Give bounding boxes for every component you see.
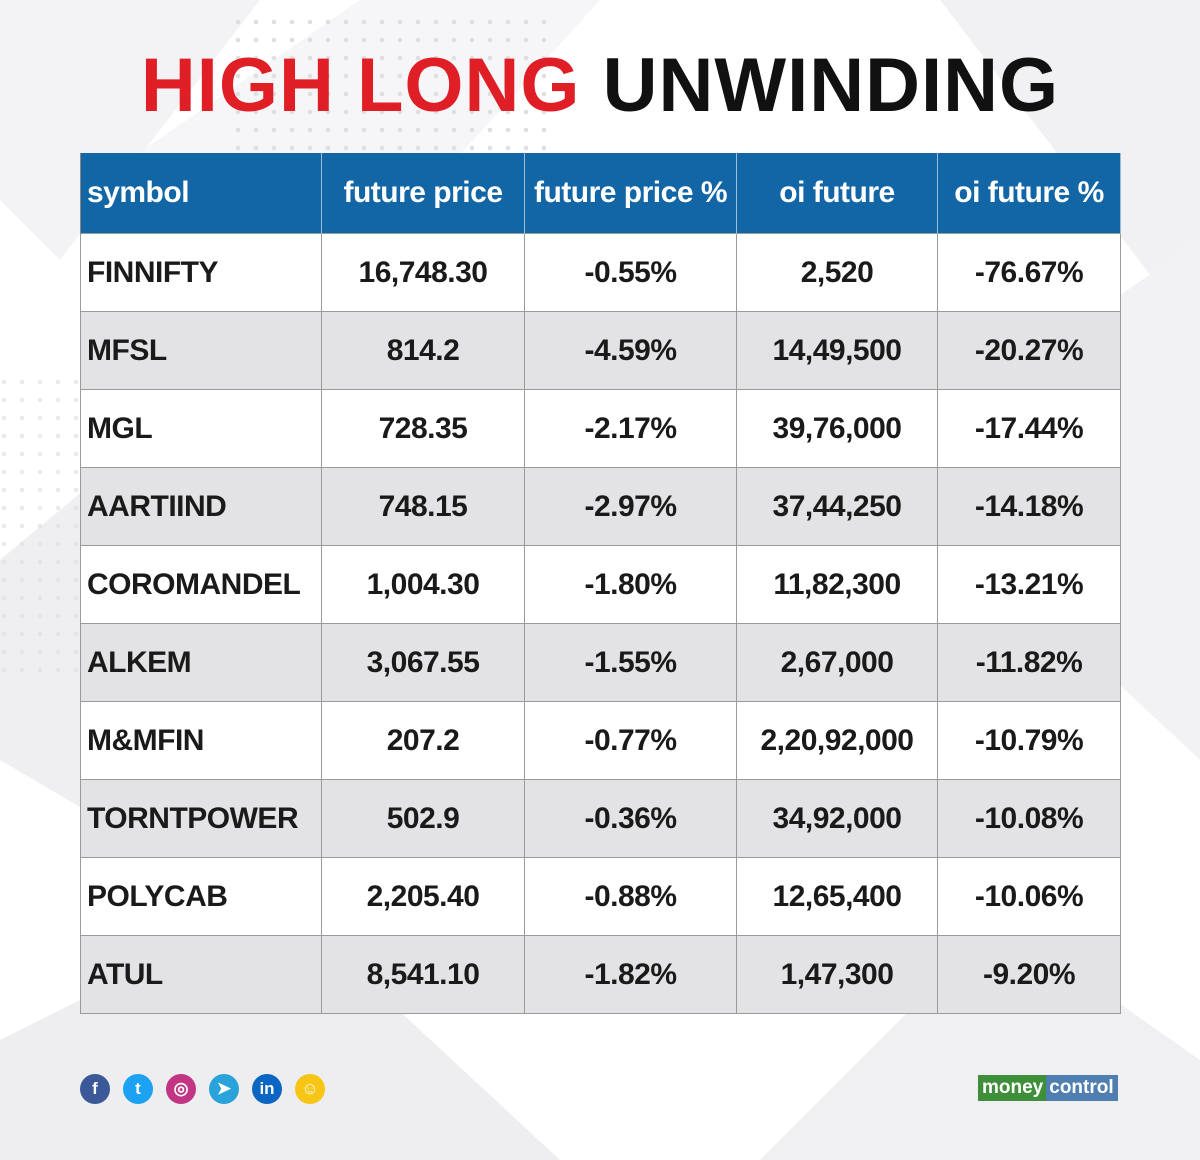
value-cell: 2,20,92,000	[736, 701, 938, 780]
table-row: ATUL 8,541.10 -1.82% 1,47,300 -9.20%	[80, 935, 1121, 1014]
symbol-cell: ALKEM	[80, 623, 322, 702]
value-cell: -1.80%	[524, 545, 737, 624]
value-cell: 1,47,300	[736, 935, 938, 1014]
telegram-icon[interactable]: ➤	[209, 1074, 239, 1104]
value-cell: -9.20%	[937, 935, 1121, 1014]
symbol-cell: POLYCAB	[80, 857, 322, 936]
column-header: future price %	[524, 153, 737, 234]
value-cell: 2,520	[736, 233, 938, 312]
symbol-cell: AARTIIND	[80, 467, 322, 546]
value-cell: 2,67,000	[736, 623, 938, 702]
moneycontrol-logo: money control	[978, 1075, 1118, 1101]
value-cell: 37,44,250	[736, 467, 938, 546]
value-cell: 2,205.40	[321, 857, 525, 936]
koo-icon[interactable]: ☺	[295, 1074, 325, 1104]
value-cell: -4.59%	[524, 311, 737, 390]
logo-part-money: money	[978, 1075, 1047, 1101]
value-cell: -1.55%	[524, 623, 737, 702]
table-row: POLYCAB 2,205.40 -0.88% 12,65,400 -10.06%	[80, 857, 1121, 936]
value-cell: -0.77%	[524, 701, 737, 780]
symbol-cell: M&MFIN	[80, 701, 322, 780]
value-cell: -10.06%	[937, 857, 1121, 936]
value-cell: -13.21%	[937, 545, 1121, 624]
value-cell: 16,748.30	[321, 233, 525, 312]
header-row: symbol future price future price % oi futur…	[80, 153, 1121, 234]
value-cell: -2.97%	[524, 467, 737, 546]
value-cell: -2.17%	[524, 389, 737, 468]
symbol-cell: TORNTPOWER	[80, 779, 322, 858]
facebook-icon[interactable]: f	[80, 1074, 110, 1104]
linkedin-icon[interactable]: in	[252, 1074, 282, 1104]
value-cell: -10.08%	[937, 779, 1121, 858]
table-row: ALKEM 3,067.55 -1.55% 2,67,000 -11.82%	[80, 623, 1121, 702]
value-cell: 502.9	[321, 779, 525, 858]
instagram-icon[interactable]: ◎	[166, 1074, 196, 1104]
value-cell: 12,65,400	[736, 857, 938, 936]
table-row: MGL 728.35 -2.17% 39,76,000 -17.44%	[80, 389, 1121, 468]
value-cell: -1.82%	[524, 935, 737, 1014]
logo-part-control: control	[1046, 1075, 1118, 1101]
column-header: future price	[321, 153, 525, 234]
table-row: TORNTPOWER 502.9 -0.36% 34,92,000 -10.08%	[80, 779, 1121, 858]
value-cell: 8,541.10	[321, 935, 525, 1014]
symbol-cell: MFSL	[80, 311, 322, 390]
value-cell: -10.79%	[937, 701, 1121, 780]
symbol-cell: FINNIFTY	[80, 233, 322, 312]
social-icons: f t ◎ ➤ in ☺	[80, 1074, 325, 1104]
value-cell: 207.2	[321, 701, 525, 780]
value-cell: 3,067.55	[321, 623, 525, 702]
twitter-icon[interactable]: t	[123, 1074, 153, 1104]
value-cell: -0.55%	[524, 233, 737, 312]
value-cell: 34,92,000	[736, 779, 938, 858]
value-cell: -0.88%	[524, 857, 737, 936]
value-cell: 14,49,500	[736, 311, 938, 390]
table-body: FINNIFTY 16,748.30 -0.55% 2,520 -76.67% MFSL 8…	[80, 233, 1121, 1014]
page-title: HIGH LONG UNWINDING	[0, 40, 1200, 132]
value-cell: -20.27%	[937, 311, 1121, 390]
column-header: oi future	[736, 153, 938, 234]
value-cell: 39,76,000	[736, 389, 938, 468]
symbol-cell: MGL	[80, 389, 322, 468]
column-header: symbol	[80, 153, 322, 234]
table-row: COROMANDEL 1,004.30 -1.80% 11,82,300 -13.21%	[80, 545, 1121, 624]
value-cell: -11.82%	[937, 623, 1121, 702]
value-cell: 748.15	[321, 467, 525, 546]
value-cell: 728.35	[321, 389, 525, 468]
table-row: M&MFIN 207.2 -0.77% 2,20,92,000 -10.79%	[80, 701, 1121, 780]
data-table: symbol future price future price % oi futur…	[80, 153, 1121, 1014]
title-highlight: HIGH LONG	[140, 43, 581, 128]
table-row: AARTIIND 748.15 -2.97% 37,44,250 -14.18%	[80, 467, 1121, 546]
table-row: FINNIFTY 16,748.30 -0.55% 2,520 -76.67%	[80, 233, 1121, 312]
value-cell: -17.44%	[937, 389, 1121, 468]
value-cell: 814.2	[321, 311, 525, 390]
column-header: oi future %	[937, 153, 1121, 234]
symbol-cell: COROMANDEL	[80, 545, 322, 624]
title-rest: UNWINDING	[602, 43, 1060, 128]
value-cell: 11,82,300	[736, 545, 938, 624]
table-row: MFSL 814.2 -4.59% 14,49,500 -20.27%	[80, 311, 1121, 390]
value-cell: -0.36%	[524, 779, 737, 858]
value-cell: -14.18%	[937, 467, 1121, 546]
symbol-cell: ATUL	[80, 935, 322, 1014]
value-cell: 1,004.30	[321, 545, 525, 624]
value-cell: -76.67%	[937, 233, 1121, 312]
